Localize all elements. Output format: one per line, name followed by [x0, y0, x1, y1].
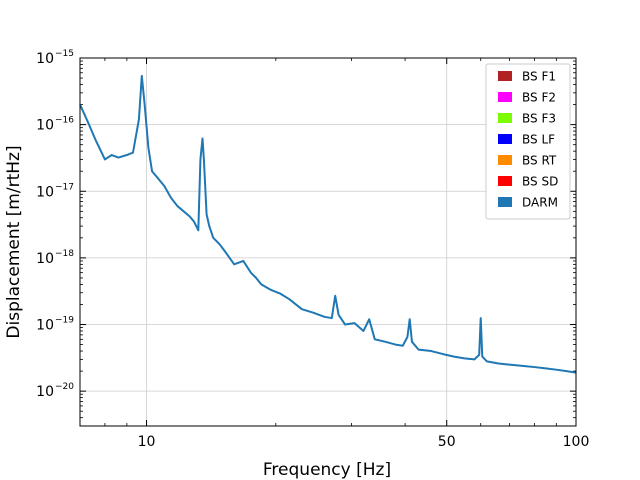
- legend-swatch: [498, 197, 512, 207]
- legend-swatch: [498, 92, 512, 102]
- y-tick-exponent: −15: [55, 49, 74, 59]
- y-tick-label: 10: [36, 118, 54, 134]
- legend-swatch: [498, 176, 512, 186]
- y-tick-label: 10: [36, 384, 54, 400]
- x-axis-label: Frequency [Hz]: [263, 460, 391, 480]
- x-tick-label: 50: [438, 434, 456, 450]
- legend-swatch: [498, 113, 512, 123]
- legend-label: BS SD: [522, 175, 558, 189]
- legend-label: BS F3: [522, 112, 556, 126]
- y-tick-exponent: −17: [55, 182, 74, 192]
- legend-swatch: [498, 134, 512, 144]
- y-tick-label: 10: [36, 251, 54, 267]
- series-line-darm: [79, 74, 577, 374]
- axes-frame: [79, 57, 577, 427]
- legend-label: DARM: [522, 196, 558, 210]
- y-tick-exponent: −19: [55, 316, 74, 326]
- y-tick-label: 10: [36, 51, 54, 67]
- y-tick-exponent: −20: [55, 382, 74, 392]
- legend-label: BS F2: [522, 91, 556, 105]
- y-tick-label: 10: [36, 184, 54, 200]
- legend-swatch: [498, 155, 512, 165]
- y-axis-label: Displacement [m/rtHz]: [4, 145, 24, 338]
- legend-swatch: [498, 71, 512, 81]
- y-tick-exponent: −18: [55, 249, 74, 259]
- y-tick-exponent: −16: [55, 116, 74, 126]
- legend-label: BS F1: [522, 70, 556, 84]
- legend-label: BS LF: [522, 133, 555, 147]
- legend-label: BS RT: [522, 154, 557, 168]
- x-tick-label: 10: [138, 434, 156, 450]
- legend: BS F1 BS F2 BS F3 BS LF BS RT BS SD DARM: [485, 63, 571, 220]
- x-tick-label: 100: [563, 434, 590, 450]
- y-tick-label: 10: [36, 318, 54, 334]
